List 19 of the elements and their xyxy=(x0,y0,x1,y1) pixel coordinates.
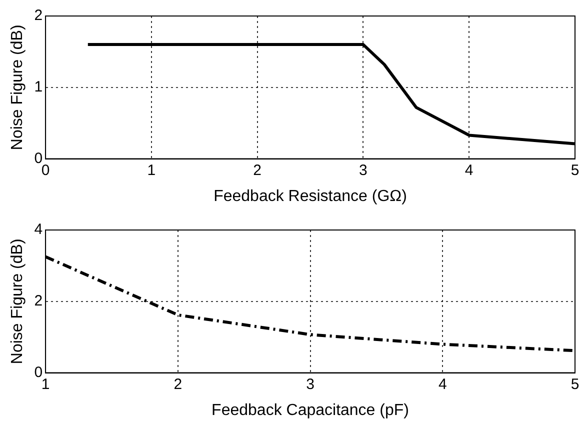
x-axis-title: Feedback Capacitance (pF) xyxy=(212,402,409,419)
y-tick-label: 2 xyxy=(34,7,43,24)
x-tick-label: 5 xyxy=(570,376,580,393)
x-tick-label: 4 xyxy=(464,162,474,179)
y-axis-title: Noise Figure (dB) xyxy=(9,238,26,364)
x-tick-label: 3 xyxy=(306,376,314,393)
x-tick-label: 2 xyxy=(253,162,262,179)
x-tick-label: 2 xyxy=(174,376,182,393)
x-tick-label: 3 xyxy=(359,162,368,179)
y-tick-label: 4 xyxy=(34,221,43,238)
y-tick-label: 1 xyxy=(34,78,43,96)
x-tick-label: 4 xyxy=(438,376,447,393)
y-axis-title: Noise Figure (dB) xyxy=(9,24,26,150)
x-tick-label: 1 xyxy=(147,162,156,179)
y-tick-label: 2 xyxy=(34,292,43,310)
y-tick-label: 0 xyxy=(34,150,43,167)
x-axis-title: Feedback Resistance (GΩ) xyxy=(214,188,407,205)
y-tick-label: 0 xyxy=(34,364,43,381)
x-tick-label: 5 xyxy=(570,162,580,179)
